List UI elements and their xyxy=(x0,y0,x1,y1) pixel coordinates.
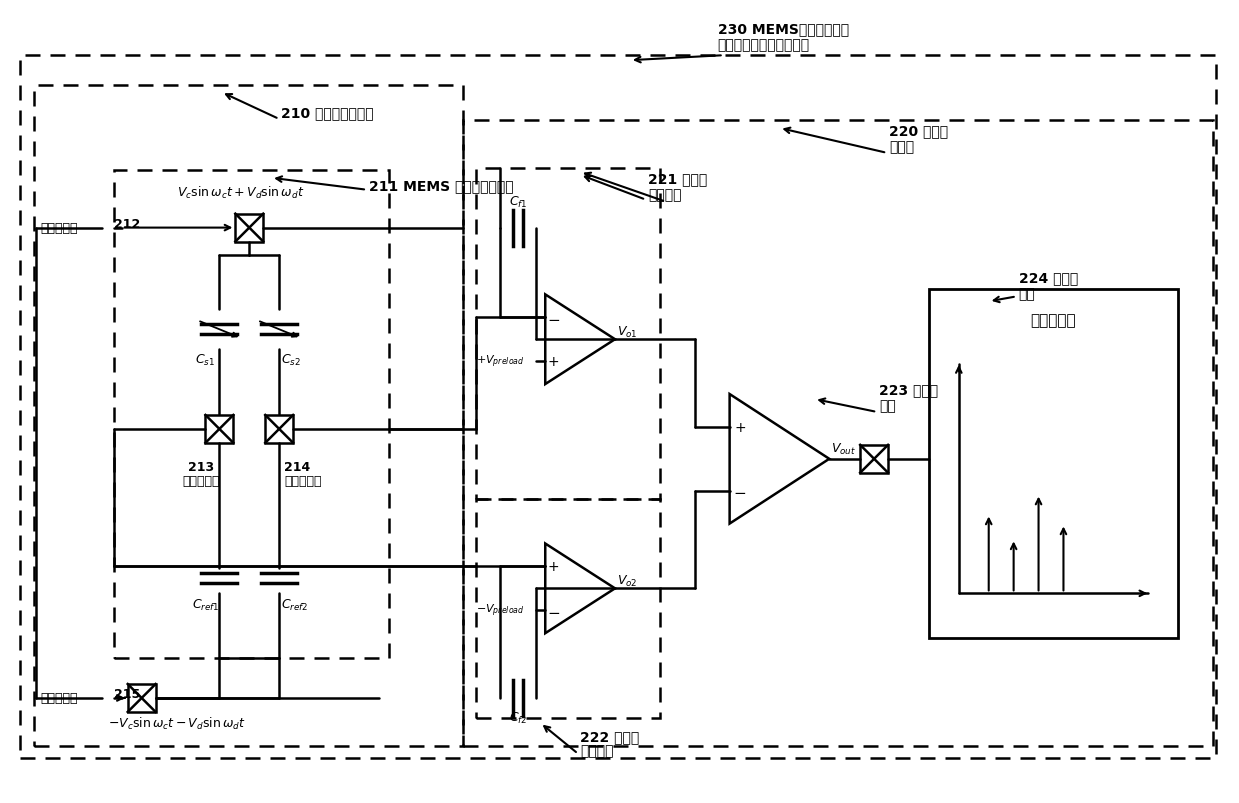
Text: 221 第一电: 221 第一电 xyxy=(648,172,707,185)
Text: 频谱分析仪: 频谱分析仪 xyxy=(1031,312,1077,328)
Text: $C_{s2}$: $C_{s2}$ xyxy=(281,353,301,367)
Text: 大器: 大器 xyxy=(880,398,896,413)
Text: $+$: $+$ xyxy=(733,421,746,434)
Bar xyxy=(477,499,660,718)
Text: 212: 212 xyxy=(114,218,140,230)
Text: 计特征参数电学测量系统: 计特征参数电学测量系统 xyxy=(717,39,810,52)
Text: $C_{f2}$: $C_{f2}$ xyxy=(509,711,528,726)
Bar xyxy=(128,684,156,712)
Text: 215: 215 xyxy=(114,687,140,700)
Text: $-V_{preload}$: $-V_{preload}$ xyxy=(477,602,525,618)
Text: $-$: $-$ xyxy=(733,483,746,499)
Text: 224 频谱分: 224 频谱分 xyxy=(1018,271,1078,285)
Bar xyxy=(33,86,462,746)
Text: 220 检测接: 220 检测接 xyxy=(890,124,948,138)
Text: $V_c\sin\omega_ct+V_d\sin\omega_dt$: $V_c\sin\omega_ct+V_d\sin\omega_dt$ xyxy=(176,185,304,201)
Bar xyxy=(477,169,660,499)
Bar xyxy=(114,170,389,658)
Text: $C_{ref2}$: $C_{ref2}$ xyxy=(281,597,309,612)
Text: 213: 213 xyxy=(188,461,214,474)
Text: 230 MEMS电容式加速度: 230 MEMS电容式加速度 xyxy=(717,22,849,36)
Bar xyxy=(860,446,888,473)
Text: 第二输入端: 第二输入端 xyxy=(182,475,221,487)
Bar xyxy=(206,415,233,443)
Bar xyxy=(462,120,1213,746)
Text: $+V_{preload}$: $+V_{preload}$ xyxy=(477,353,525,370)
Text: 荷放大器: 荷放大器 xyxy=(648,187,681,202)
Text: $V_{o2}$: $V_{o2}$ xyxy=(617,573,638,588)
Text: 222 第二电: 222 第二电 xyxy=(580,729,639,743)
Text: 口电路: 口电路 xyxy=(890,140,914,153)
Text: $+$: $+$ xyxy=(548,355,559,369)
Text: $-V_c\sin\omega_ct-V_d\sin\omega_dt$: $-V_c\sin\omega_ct-V_d\sin\omega_dt$ xyxy=(108,715,245,731)
Text: 第四输入端: 第四输入端 xyxy=(40,691,78,704)
Bar xyxy=(265,415,294,443)
Text: 析仪: 析仪 xyxy=(1018,287,1036,301)
Text: 第一输入端: 第一输入端 xyxy=(40,222,78,234)
Bar xyxy=(20,56,1215,758)
Text: 223 仪表放: 223 仪表放 xyxy=(880,382,938,397)
Text: $V_{out}$: $V_{out}$ xyxy=(831,442,856,457)
Text: 210 平衡式电容电桥: 210 平衡式电容电桥 xyxy=(281,106,374,120)
Text: $-$: $-$ xyxy=(546,603,560,618)
Text: $+$: $+$ xyxy=(548,560,559,573)
Text: 荷放大器: 荷放大器 xyxy=(580,743,613,757)
Text: $C_{ref1}$: $C_{ref1}$ xyxy=(192,597,219,612)
Text: $C_{s1}$: $C_{s1}$ xyxy=(196,353,216,367)
Text: 第三输入端: 第三输入端 xyxy=(284,475,322,487)
Text: 211 MEMS 电容式加速度计: 211 MEMS 电容式加速度计 xyxy=(369,178,513,193)
Text: $V_{o1}$: $V_{o1}$ xyxy=(617,324,638,340)
Bar xyxy=(929,290,1178,638)
Text: $-$: $-$ xyxy=(546,311,560,325)
Text: 214: 214 xyxy=(284,461,311,474)
Text: $C_{f1}$: $C_{f1}$ xyxy=(509,195,528,210)
Bar xyxy=(235,214,263,243)
